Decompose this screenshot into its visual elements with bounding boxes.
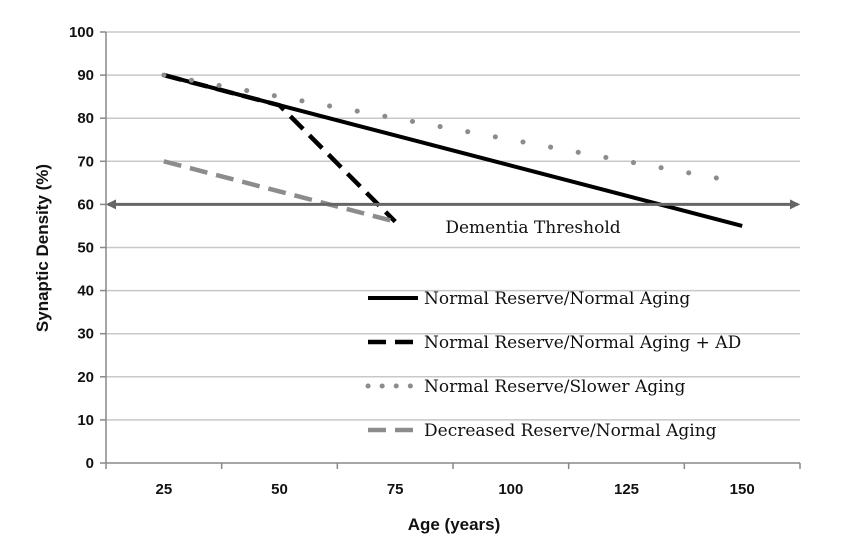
x-tick-label: 100 xyxy=(498,481,523,498)
y-tick-label: 30 xyxy=(77,326,94,343)
x-tick-label: 125 xyxy=(614,481,639,498)
x-tick-label: 25 xyxy=(155,481,172,498)
y-tick-label: 70 xyxy=(77,153,94,170)
axes xyxy=(100,31,801,469)
tick-labels: 0 10 20 30 40 50 60 70 80 90 100 25 50 75 100 125 150 xyxy=(69,24,755,498)
x-axis-title: Age (years) xyxy=(408,515,501,534)
y-axis-title: Synaptic Density (%) xyxy=(33,164,52,332)
legend-label: Decreased Reserve/Normal Aging xyxy=(424,421,717,441)
y-tick-label: 20 xyxy=(77,369,94,386)
series-normal-aging-ad-line xyxy=(163,72,397,224)
y-tick-label: 100 xyxy=(69,24,94,41)
dementia-threshold-label: Dementia Threshold xyxy=(445,218,620,238)
annotations: Dementia Threshold xyxy=(106,199,800,238)
y-tick-label: 80 xyxy=(77,110,94,127)
x-tick-label: 75 xyxy=(387,481,404,498)
y-tick-label: 50 xyxy=(77,240,94,257)
x-tick-label: 50 xyxy=(271,481,288,498)
series-slower-aging-line xyxy=(161,72,745,186)
y-tick-label: 90 xyxy=(77,67,94,84)
x-tick-label: 150 xyxy=(730,481,755,498)
legend: Normal Reserve/Normal Aging Normal Reserv… xyxy=(365,289,741,441)
legend-label: Normal Reserve/Slower Aging xyxy=(424,377,686,397)
y-tick-label: 40 xyxy=(77,283,94,300)
y-tick-label: 60 xyxy=(77,196,94,213)
y-tick-label: 0 xyxy=(86,455,94,472)
series-decreased-reserve-line xyxy=(163,159,396,224)
legend-label: Normal Reserve/Normal Aging + AD xyxy=(424,333,741,353)
legend-label: Normal Reserve/Normal Aging xyxy=(424,289,690,309)
y-tick-label: 10 xyxy=(77,412,94,429)
